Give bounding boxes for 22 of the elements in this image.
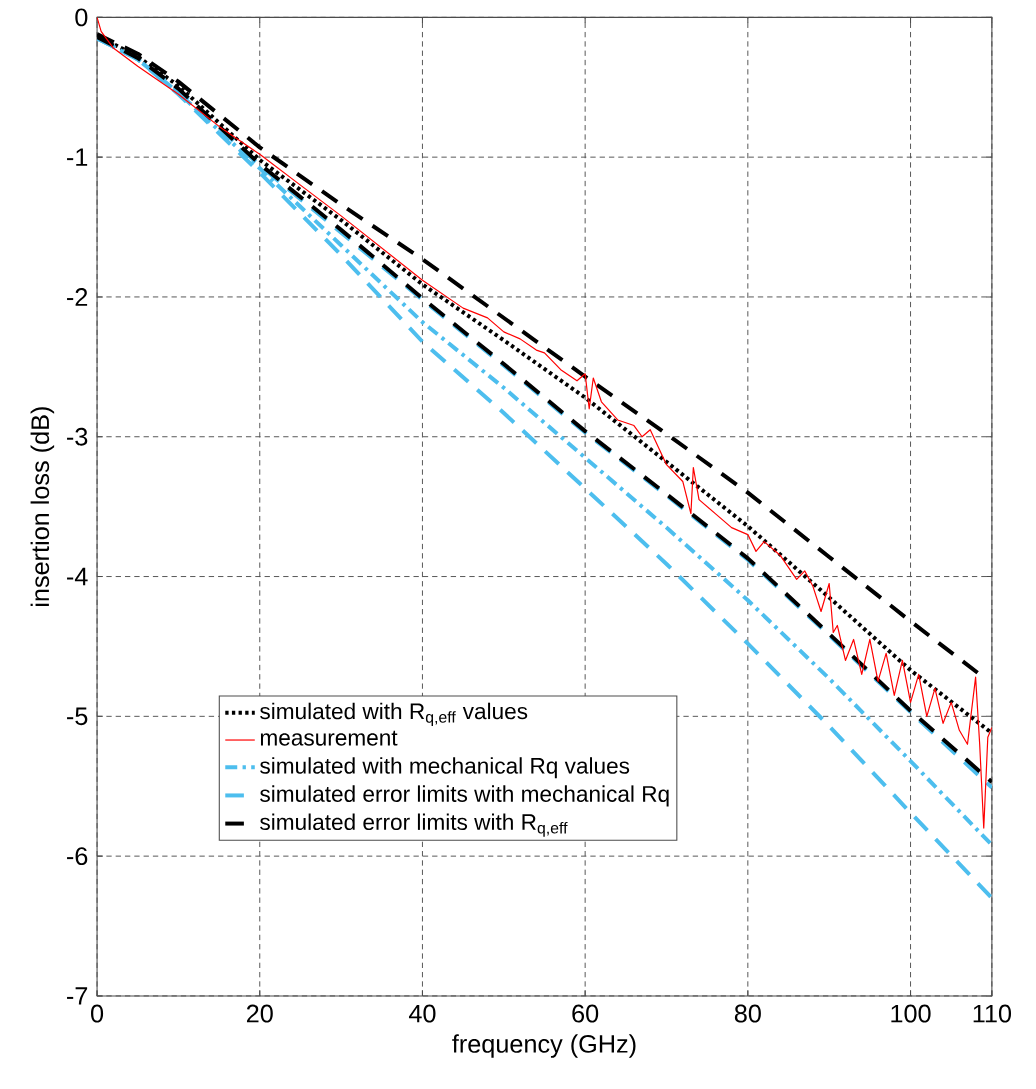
y-tick-label: -2 [67, 288, 88, 306]
y-tick-label: -5 [67, 707, 88, 726]
x-tick-label: 0 [91, 1004, 104, 1023]
legend-label: simulated error limits with R$_{q,eff}$ [260, 813, 568, 837]
y-tick-label: -7 [67, 987, 88, 1005]
y-tick-label: -4 [67, 567, 88, 586]
legend-label: simulated error limits with mechanical Rq [260, 785, 669, 807]
y-tick-label: 0 [75, 8, 88, 27]
y-tick-label: -6 [67, 847, 88, 866]
x-tick-label: 60 [572, 1004, 599, 1023]
legend-label: simulated with mechanical Rq values [260, 757, 630, 779]
x-tick-label: 40 [409, 1004, 436, 1023]
legend-label: measurement [261, 730, 398, 746]
x-tick-label: 100 [891, 1004, 931, 1023]
y-axis-title: insertion loss (dB) [30, 407, 55, 607]
x-tick-label: 20 [247, 1004, 273, 1023]
x-axis-title: frequency (GHz) [452, 1034, 636, 1058]
x-tick-label: 80 [735, 1004, 762, 1023]
legend-label: simulated with R$_{q,eff}$ values [260, 702, 528, 726]
y-tick-label: -3 [67, 427, 88, 446]
x-tick-label: 110 [973, 1004, 1012, 1023]
y-tick-label: -1 [67, 148, 88, 166]
